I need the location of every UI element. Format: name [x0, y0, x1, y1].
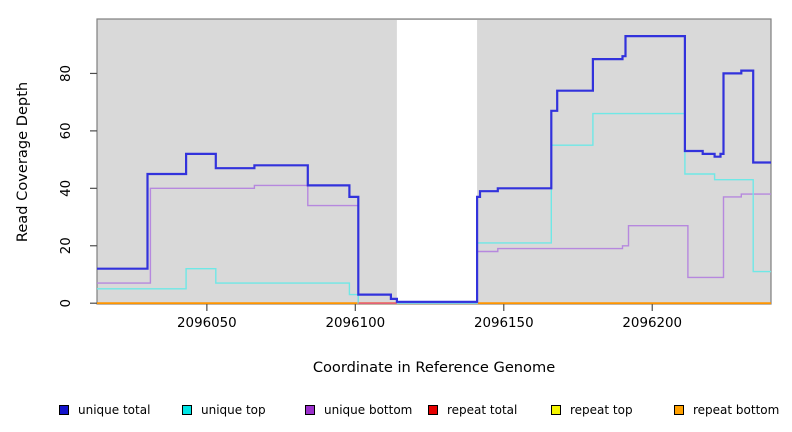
chart-legend: unique total unique top unique bottom repea… [0, 396, 792, 424]
legend-label: repeat total [447, 403, 518, 417]
series-line-unique-total [97, 35, 771, 303]
legend-swatch-repeat-top [551, 405, 561, 415]
y-axis-title: Read Coverage Depth [14, 82, 31, 242]
legend-swatch-unique-bottom [305, 405, 315, 415]
series-line-unique-top [97, 112, 771, 304]
x-tick-label: 2096100 [325, 316, 385, 331]
legend-item-repeat-total: repeat total [428, 402, 517, 418]
legend-swatch-unique-top [182, 405, 192, 415]
legend-label: repeat bottom [693, 403, 780, 417]
coverage-chart: 2096050 2096100 2096150 2096200 0 20 40 60 80 Co… [14, 18, 772, 376]
legend-item-unique-bottom: unique bottom [305, 402, 412, 418]
x-tick-label: 2096050 [177, 316, 237, 331]
y-tick-label: 40 [59, 180, 74, 197]
chart-plot-area: 2096050 2096100 2096150 2096200 0 20 40 60 80 [59, 18, 772, 331]
y-tick-label: 80 [59, 65, 74, 82]
legend-label: unique top [201, 403, 266, 417]
legend-label: unique bottom [324, 403, 413, 417]
y-tick-label: 60 [59, 122, 74, 139]
x-tick-label: 2096200 [622, 316, 682, 331]
x-axis-title: Coordinate in Reference Genome [313, 359, 555, 376]
no-data-region [396, 20, 478, 304]
y-tick-label: 20 [59, 237, 74, 254]
legend-item-unique-top: unique top [182, 402, 266, 418]
legend-swatch-repeat-total [428, 405, 438, 415]
legend-label: repeat top [570, 403, 633, 417]
x-tick-label: 2096150 [474, 316, 534, 331]
legend-swatch-repeat-bottom [674, 405, 684, 415]
legend-item-repeat-top: repeat top [551, 402, 633, 418]
legend-swatch-unique-total [59, 405, 69, 415]
legend-item-unique-total: unique total [59, 402, 150, 418]
series-line-unique-bottom [97, 184, 771, 304]
legend-label: unique total [78, 403, 151, 417]
legend-item-repeat-bottom: repeat bottom [674, 402, 779, 418]
y-tick-label: 0 [59, 299, 74, 308]
